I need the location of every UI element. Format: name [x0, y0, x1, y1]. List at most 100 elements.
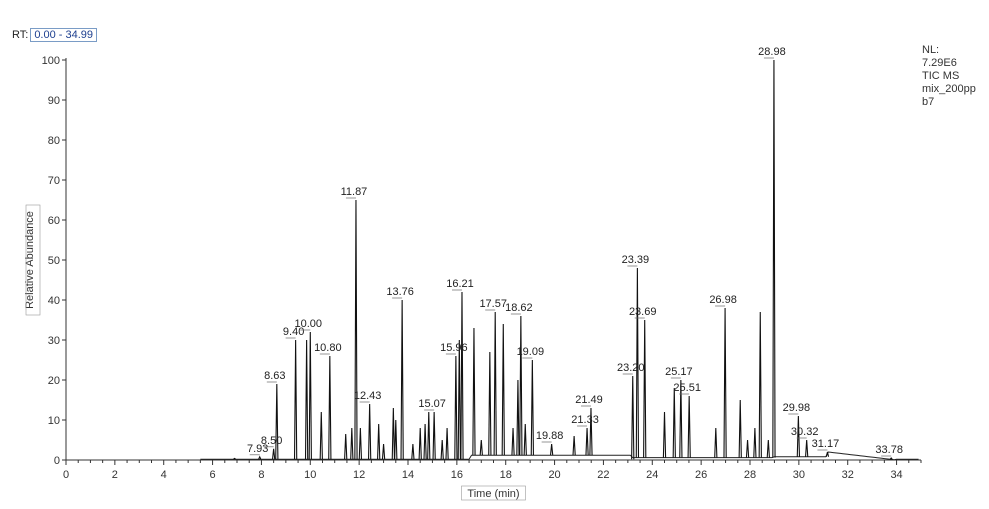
peak	[454, 355, 458, 460]
y-tick-label: 10	[48, 415, 60, 427]
peak-label: 31.17	[812, 438, 840, 450]
rt-label: RT:	[12, 29, 29, 41]
peak-label: 15.96	[440, 342, 468, 354]
peak-label: 13.76	[386, 286, 414, 298]
peak-label: 10.00	[295, 318, 323, 330]
peak	[523, 423, 527, 456]
peak	[328, 355, 332, 460]
peak-label: 29.98	[783, 402, 811, 414]
peak	[530, 359, 534, 456]
peak	[440, 439, 444, 460]
x-tick-label: 10	[304, 469, 316, 481]
x-tick-label: 6	[210, 469, 216, 481]
info-line-sample: mix_200pp	[922, 83, 976, 95]
peak	[745, 439, 750, 458]
peak	[457, 339, 461, 460]
peak	[308, 331, 312, 460]
x-tick-label: 12	[353, 469, 365, 481]
peak-label: 23.20	[617, 362, 645, 374]
peak-label: 19.88	[536, 430, 564, 442]
peak	[635, 267, 640, 458]
rt-range-display: RT: 0.00 - 34.99	[12, 28, 98, 42]
peak-label: 23.69	[629, 306, 657, 318]
peak	[293, 339, 298, 460]
peak-label: 33.78	[875, 444, 903, 456]
peak	[271, 448, 276, 460]
chromatogram-trace	[200, 59, 919, 461]
peak	[766, 439, 770, 458]
peak	[445, 427, 449, 460]
y-tick-label: 50	[48, 255, 60, 267]
peak-label: 26.98	[709, 294, 737, 306]
peak	[825, 451, 830, 457]
peak	[350, 427, 354, 460]
x-tick-label: 22	[597, 469, 609, 481]
peak	[772, 59, 776, 458]
peak	[432, 411, 436, 460]
x-axis-title: Time (min)	[467, 488, 519, 500]
peak	[304, 339, 309, 460]
y-tick-label: 70	[48, 175, 60, 187]
y-tick-label: 100	[42, 55, 60, 67]
y-tick-label: 30	[48, 335, 60, 347]
peak-label: 8.50	[261, 435, 282, 447]
x-tick-label: 16	[451, 469, 463, 481]
peak	[511, 427, 515, 456]
peak-label: 10.80	[314, 342, 342, 354]
x-tick-label: 4	[161, 469, 167, 481]
peak-label: 9.40	[283, 326, 304, 338]
peak-label: 7.93	[247, 443, 268, 455]
y-tick-label: 90	[48, 95, 60, 107]
peak	[714, 427, 718, 458]
peak	[391, 407, 395, 460]
chromatogram-baseline	[200, 451, 919, 461]
x-tick-label: 14	[402, 469, 414, 481]
y-tick-label: 20	[48, 375, 60, 387]
peak	[427, 411, 431, 460]
info-line-trace: TIC MS	[922, 70, 960, 82]
peak-label: 18.62	[505, 302, 533, 314]
peak	[275, 383, 279, 460]
peak	[687, 395, 691, 458]
peak	[672, 387, 676, 458]
peak-label: 25.51	[673, 382, 701, 394]
peak-label: 23.39	[622, 254, 650, 266]
peak	[501, 323, 505, 456]
peak-label: 21.33	[571, 414, 599, 426]
y-tick-label: 80	[48, 135, 60, 147]
peak	[344, 433, 348, 460]
peak-label: 19.09	[517, 346, 545, 358]
peak	[796, 415, 801, 457]
x-tick-label: 18	[500, 469, 512, 481]
peak	[472, 327, 476, 456]
peak	[400, 299, 404, 460]
peak	[460, 291, 464, 460]
y-tick-label: 0	[54, 455, 60, 467]
x-axis-title-box	[461, 485, 526, 501]
peak	[631, 375, 635, 460]
peak	[738, 399, 742, 458]
y-axis-title: Relative Abundance	[24, 211, 36, 309]
peak	[723, 307, 727, 458]
x-tick-label: 28	[744, 469, 756, 481]
peak	[516, 379, 520, 456]
peak	[423, 423, 427, 460]
x-tick-label: 2	[112, 469, 118, 481]
x-tick-label: 0	[63, 469, 69, 481]
peak	[753, 427, 757, 458]
rt-range-value[interactable]: 0.00 - 34.99	[30, 28, 98, 42]
peak-label: 16.21	[446, 278, 474, 290]
peak	[411, 443, 415, 460]
peak	[549, 443, 554, 456]
peak-label: 15.07	[418, 398, 446, 410]
peak-label: 21.49	[575, 394, 603, 406]
peak	[354, 199, 358, 460]
x-tick-label: 26	[695, 469, 707, 481]
peak-label: 17.57	[479, 298, 507, 310]
peak	[519, 315, 523, 456]
peak	[589, 407, 593, 456]
peak	[488, 351, 492, 456]
